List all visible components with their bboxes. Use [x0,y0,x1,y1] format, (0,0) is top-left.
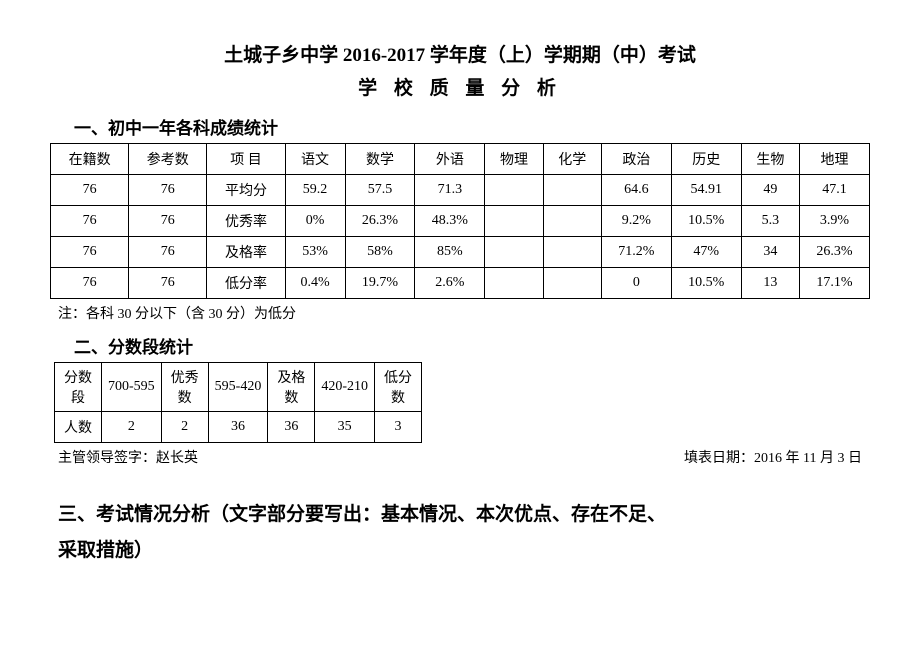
cell: 26.3% [345,206,415,237]
col-header: 地理 [799,144,869,175]
cell: 17.1% [799,268,869,299]
cell: 35 [315,412,375,443]
cell: 及格率 [207,237,285,268]
cell: 76 [51,175,129,206]
col-header: 外语 [415,144,485,175]
col-header: 生物 [741,144,799,175]
signature-row: 主管领导签字：赵长英 填表日期：2016 年 11 月 3 日 [58,447,862,467]
cell: 人数 [55,412,102,443]
cell: 26.3% [799,237,869,268]
col-header: 数学 [345,144,415,175]
cell [485,175,543,206]
cell: 9.2% [601,206,671,237]
table-row: 76 76 及格率 53% 58% 85% 71.2% 47% 34 26.3% [51,237,870,268]
cell: 5.3 [741,206,799,237]
cell: 低分率 [207,268,285,299]
table-row: 76 76 优秀率 0% 26.3% 48.3% 9.2% 10.5% 5.3 … [51,206,870,237]
cell [543,206,601,237]
col-header: 参考数 [129,144,207,175]
cell [543,268,601,299]
col-header: 物理 [485,144,543,175]
fill-date: 填表日期：2016 年 11 月 3 日 [684,447,862,467]
cell: 49 [741,175,799,206]
cell: 34 [741,237,799,268]
table-row: 76 76 平均分 59.2 57.5 71.3 64.6 54.91 49 4… [51,175,870,206]
col-header: 在籍数 [51,144,129,175]
cell: 10.5% [671,206,741,237]
table-note: 注：各科 30 分以下（含 30 分）为低分 [58,303,870,323]
cell: 0.4% [285,268,345,299]
table-row: 分数段 700-595 优秀数 595-420 及格数 420-210 低分数 [55,363,422,412]
section3-line2: 采取措施） [58,533,870,569]
cell: 平均分 [207,175,285,206]
cell: 47.1 [799,175,869,206]
cell: 76 [51,268,129,299]
cell: 71.2% [601,237,671,268]
cell: 10.5% [671,268,741,299]
cell: 53% [285,237,345,268]
section1-heading: 一、初中一年各科成绩统计 [74,114,870,139]
section2-heading: 二、分数段统计 [74,333,870,358]
cell: 59.2 [285,175,345,206]
cell: 3 [375,412,422,443]
cell: 2 [102,412,162,443]
cell: 85% [415,237,485,268]
cell: 58% [345,237,415,268]
cell: 3.9% [799,206,869,237]
col-header: 化学 [543,144,601,175]
section3-line1: 三、考试情况分析（文字部分要写出：基本情况、本次优点、存在不足、 [58,497,870,533]
cell: 0% [285,206,345,237]
section3-heading: 三、考试情况分析（文字部分要写出：基本情况、本次优点、存在不足、 采取措施） [58,497,870,569]
page-title-line2: 学 校 质 量 分 析 [50,73,870,100]
leader-signature: 主管领导签字：赵长英 [58,447,198,467]
cell: 76 [129,237,207,268]
cell: 76 [129,206,207,237]
cell: 595-420 [208,363,268,412]
cell: 76 [51,206,129,237]
cell: 47% [671,237,741,268]
cell: 36 [268,412,315,443]
cell: 13 [741,268,799,299]
grades-table: 在籍数 参考数 项 目 语文 数学 外语 物理 化学 政治 历史 生物 地理 7… [50,143,870,299]
cell: 76 [129,175,207,206]
cell: 2.6% [415,268,485,299]
cell [543,237,601,268]
page-title-line1: 土城子乡中学 2016-2017 学年度（上）学期期（中）考试 [50,40,870,67]
col-header: 项 目 [207,144,285,175]
cell: 分数段 [55,363,102,412]
cell: 64.6 [601,175,671,206]
cell: 420-210 [315,363,375,412]
cell: 48.3% [415,206,485,237]
cell [543,175,601,206]
col-header: 语文 [285,144,345,175]
col-header: 政治 [601,144,671,175]
cell: 2 [161,412,208,443]
cell: 76 [129,268,207,299]
table-row: 76 76 低分率 0.4% 19.7% 2.6% 0 10.5% 13 17.… [51,268,870,299]
cell: 及格数 [268,363,315,412]
cell: 36 [208,412,268,443]
cell [485,268,543,299]
table-row: 人数 2 2 36 36 35 3 [55,412,422,443]
cell: 54.91 [671,175,741,206]
cell: 71.3 [415,175,485,206]
cell [485,206,543,237]
cell: 0 [601,268,671,299]
cell: 700-595 [102,363,162,412]
col-header: 历史 [671,144,741,175]
cell: 低分数 [375,363,422,412]
cell: 优秀数 [161,363,208,412]
cell: 57.5 [345,175,415,206]
table-header-row: 在籍数 参考数 项 目 语文 数学 外语 物理 化学 政治 历史 生物 地理 [51,144,870,175]
cell: 优秀率 [207,206,285,237]
score-range-table: 分数段 700-595 优秀数 595-420 及格数 420-210 低分数 … [54,362,422,443]
cell [485,237,543,268]
cell: 19.7% [345,268,415,299]
cell: 76 [51,237,129,268]
